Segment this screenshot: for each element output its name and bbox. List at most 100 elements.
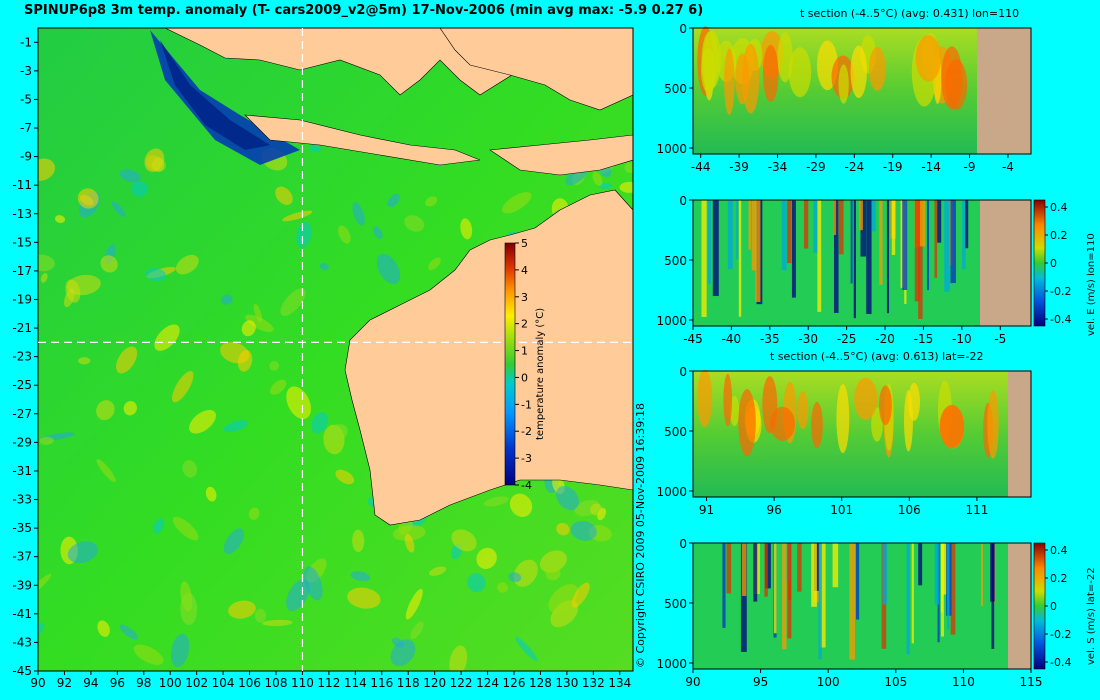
eddy — [449, 645, 468, 671]
map-x-tick-label: 124 — [476, 676, 499, 690]
land-borneo-sulawesi — [439, 28, 633, 111]
eddy — [387, 193, 400, 208]
eddy — [131, 181, 148, 197]
section-cell — [987, 390, 999, 459]
section-cell — [918, 543, 923, 586]
section-cell — [919, 200, 926, 247]
colorbar-tick-label: -2 — [521, 425, 532, 438]
eddy — [38, 574, 52, 597]
section-cell — [891, 200, 896, 255]
eddy — [119, 169, 141, 183]
eddy — [372, 226, 383, 239]
map-y-tick-label: -31 — [12, 464, 32, 478]
section-x-tick-label: -25 — [837, 332, 857, 346]
eddy — [96, 459, 116, 483]
colorbar-tick-label: 0.4 — [1050, 201, 1068, 214]
panel2-colorbar-label: vel. E (m/s) lon=110 — [1086, 233, 1097, 336]
panel4-background — [693, 543, 1031, 669]
eddy — [119, 624, 138, 640]
eddy — [228, 600, 256, 619]
eddy — [296, 221, 312, 248]
map-y-tick-label: -11 — [12, 178, 32, 192]
section-x-tick-label: -20 — [875, 332, 895, 346]
section-cell — [962, 200, 966, 270]
section-cell — [740, 543, 747, 652]
section-x-tick-label: -44 — [691, 160, 711, 174]
eddy — [182, 460, 198, 478]
colorbar-tick-label: -0.4 — [1050, 656, 1071, 669]
eddy — [111, 201, 126, 217]
eddy — [116, 346, 138, 374]
section-y-tick-label: 500 — [664, 254, 687, 268]
eddy — [254, 608, 267, 623]
section-cell — [832, 543, 839, 588]
panel3-anomaly-cells — [697, 369, 999, 459]
section-cell — [965, 200, 969, 249]
panel3-frame — [692, 370, 1032, 498]
cold-anomaly-core — [160, 40, 270, 150]
section-plots: t section (-4..5°C) (avg: 0.431) lon=110… — [656, 7, 1097, 689]
map-frame — [37, 27, 634, 672]
section-cell — [860, 200, 867, 257]
eddy — [39, 436, 54, 445]
eddy — [570, 521, 597, 541]
eddy — [309, 144, 321, 153]
section-cell — [833, 200, 839, 314]
colorbar-tick-label: 0.4 — [1050, 544, 1068, 557]
eddy — [170, 633, 190, 668]
eddy — [497, 582, 509, 593]
eddy — [515, 636, 538, 662]
eddy — [205, 486, 217, 502]
section-cell — [937, 200, 942, 243]
section-cell — [773, 543, 777, 634]
eddy — [223, 528, 244, 555]
section-x-tick-label: 96 — [766, 503, 781, 517]
section-cell — [879, 200, 883, 285]
section-cell — [804, 200, 809, 249]
section-cell — [722, 543, 726, 628]
eddy — [123, 401, 137, 416]
eddy — [476, 547, 497, 570]
section-x-tick-label: -45 — [683, 332, 703, 346]
panel2-axes: -45 -40 -35 -30 -25 -20 -15 -10 -5 0 500 1000 — [656, 194, 1006, 346]
panel4-velocity-cells — [722, 543, 996, 660]
eddy — [598, 182, 612, 190]
panel4-frame — [692, 542, 1032, 670]
section-cell — [753, 543, 758, 602]
eddy — [483, 496, 509, 507]
panel1-anomaly-cells — [697, 26, 968, 115]
section-cell — [811, 543, 817, 607]
panel4-colorbar-label: vel. S (m/s) lat=-22 — [1086, 567, 1097, 665]
section-cell — [751, 200, 756, 271]
eddy — [66, 274, 101, 296]
map-y-tick-label: -33 — [12, 493, 32, 507]
section-cell — [833, 200, 836, 236]
section-x-tick-label: 91 — [699, 503, 714, 517]
panel2-colorbar — [1033, 199, 1046, 327]
map-y-tick-label: -37 — [12, 550, 32, 564]
eddy — [180, 592, 198, 626]
map-x-tick-label: 90 — [30, 676, 45, 690]
eddy — [303, 566, 323, 601]
eddy — [571, 582, 590, 608]
eddy — [328, 424, 348, 441]
eddy — [390, 639, 416, 667]
section-x-tick-label: -19 — [883, 160, 903, 174]
section-y-tick-label: 1000 — [656, 657, 687, 671]
section-cell — [727, 200, 733, 270]
section-x-tick-label: -30 — [798, 332, 818, 346]
eddy — [619, 181, 633, 193]
panel2-field — [692, 199, 1032, 327]
eddy — [189, 409, 217, 434]
section-x-tick-label: 110 — [952, 675, 975, 689]
section-cell — [787, 200, 792, 264]
eddy — [338, 225, 351, 244]
section-cell — [879, 385, 892, 426]
section-cell — [850, 200, 853, 284]
section-x-tick-label: 101 — [830, 503, 853, 517]
eddy — [77, 188, 99, 209]
section-x-tick-label: 106 — [898, 503, 921, 517]
section-cell — [980, 543, 983, 606]
section-cell — [906, 543, 910, 655]
colorbar-tick-label: 0 — [521, 371, 528, 384]
